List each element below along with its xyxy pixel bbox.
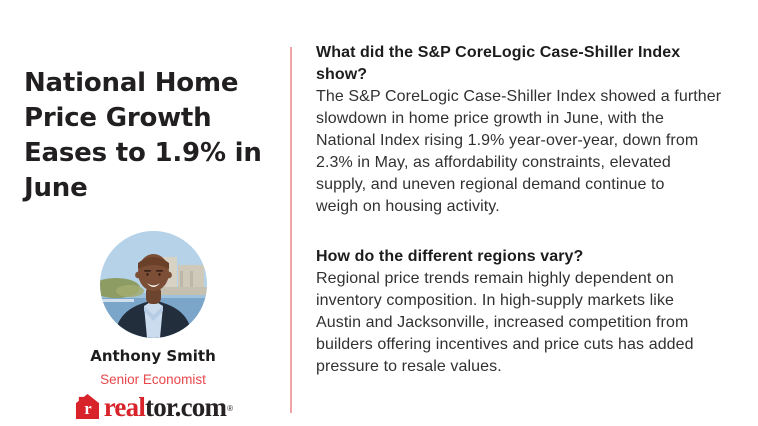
realtor-house-icon: r <box>75 394 100 420</box>
question-heading: How do the different regions vary? <box>316 248 584 265</box>
registered-trademark: ® <box>227 404 233 413</box>
author-photo <box>99 231 207 338</box>
qa-section-2: How do the different regions vary? Regio… <box>316 246 752 378</box>
answer-text: Regional price trends remain highly depe… <box>316 270 694 375</box>
headshot-illustration <box>99 231 207 338</box>
author-name: Anthony Smith <box>90 347 216 365</box>
qa-section-1: What did the S&P CoreLogic Case-Shiller … <box>316 42 752 218</box>
realtor-logo: r realtor.com® <box>24 393 282 421</box>
realtor-wordmark: realtor.com® <box>103 392 233 422</box>
author-block: Anthony Smith Senior Economist r realtor… <box>24 231 282 421</box>
author-role: Senior Economist <box>100 372 206 387</box>
answer-text: The S&P CoreLogic Case-Shiller Index sho… <box>316 88 722 215</box>
content-column: What did the S&P CoreLogic Case-Shiller … <box>316 42 752 378</box>
svg-text:r: r <box>84 399 91 418</box>
slide-title: National Home Price Growth Eases to 1.9%… <box>24 68 262 203</box>
question-heading: What did the S&P CoreLogic Case-Shiller … <box>316 44 681 83</box>
vertical-divider <box>290 47 292 413</box>
